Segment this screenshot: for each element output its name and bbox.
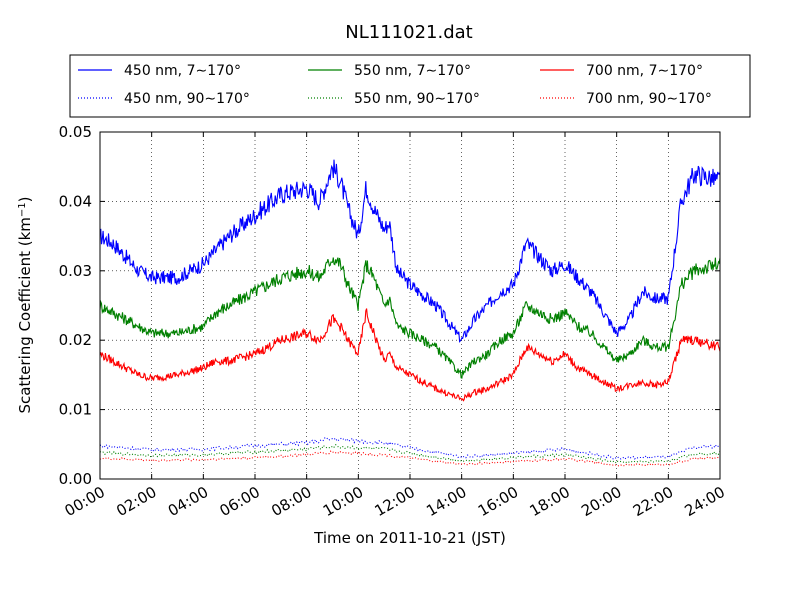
x-tick-label: 04:00	[165, 483, 211, 520]
legend-frame	[69, 54, 751, 118]
y-axis-label-end: )	[16, 196, 34, 202]
y-tick-label: 0.05	[59, 123, 92, 141]
series-line-2	[99, 257, 721, 379]
x-tick-label: 22:00	[630, 483, 676, 520]
series-line-1	[99, 159, 721, 343]
x-tick-label: 06:00	[217, 483, 263, 520]
y-tick-label: 0.01	[59, 401, 92, 419]
legend-label: 450 nm, 7∼170°	[124, 63, 241, 79]
series-line-4	[99, 437, 721, 460]
y-tick-label: 0.03	[59, 262, 92, 280]
series-line-5	[99, 443, 721, 464]
x-tick-label: 14:00	[423, 483, 469, 520]
legend-label: 700 nm, 7∼170°	[586, 63, 703, 79]
chart-title: NL111021.dat	[345, 22, 472, 43]
plot-area: 00:00 02:00 04:00 06:00 08:00 10:00 12:00 14:00…	[59, 123, 728, 520]
legend-label: 550 nm, 7∼170°	[354, 63, 471, 79]
legend-label: 700 nm, 90∼170°	[586, 91, 712, 107]
legend-label: 450 nm, 90∼170°	[124, 91, 250, 107]
x-tick-label: 24:00	[682, 483, 728, 520]
y-tick-label: 0.00	[59, 470, 92, 488]
x-tick-label: 08:00	[268, 483, 314, 520]
y-axis-label: Scattering Coefficient (km−1)	[16, 196, 34, 413]
x-tick-label: 02:00	[113, 483, 159, 520]
y-tick-label: 0.04	[59, 192, 92, 210]
y-axis-label-main: Scattering Coefficient (km	[16, 217, 34, 413]
series-line-3	[99, 308, 721, 402]
x-tick-label: 18:00	[527, 483, 573, 520]
y-tick-label: 0.02	[59, 331, 92, 349]
x-axis-label: Time on 2011-10-21 (JST)	[313, 529, 506, 547]
x-tick-label: 20:00	[578, 483, 624, 520]
x-tick-label: 16:00	[475, 483, 521, 520]
x-tick-label: 00:00	[62, 483, 108, 520]
y-axis-label-sup: −1	[17, 202, 28, 217]
plot-background	[100, 132, 720, 479]
series-line-6	[99, 450, 721, 467]
x-tick-label: 12:00	[372, 483, 418, 520]
legend-label: 550 nm, 90∼170°	[354, 91, 480, 107]
legend: 450 nm, 7∼170° 550 nm, 7∼170° 700 nm, 7∼17…	[69, 54, 751, 118]
x-tick-label: 10:00	[320, 483, 366, 520]
